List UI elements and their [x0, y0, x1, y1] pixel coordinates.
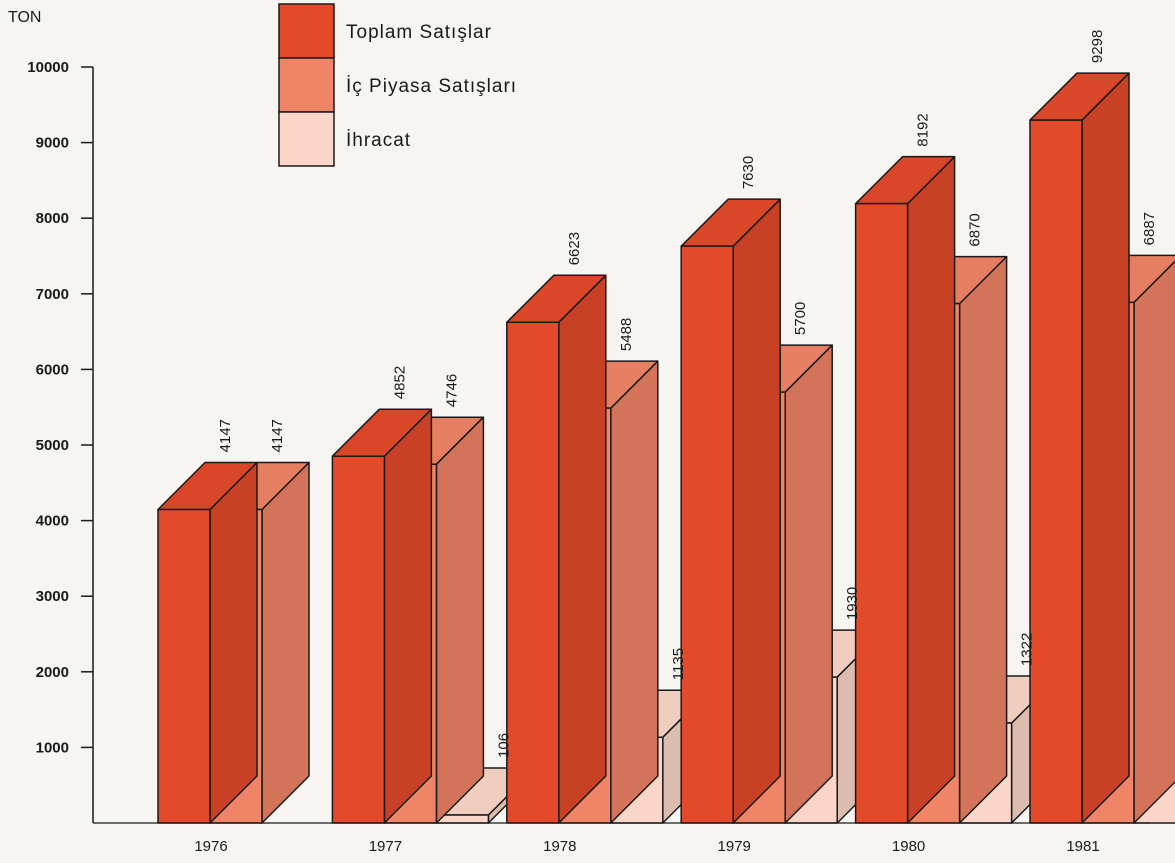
data-label: 106 — [495, 733, 512, 758]
x-tick-label: 1976 — [194, 838, 227, 855]
y-tick-label: 7000 — [36, 286, 69, 303]
data-label: 1135 — [670, 648, 687, 680]
data-label: 1930 — [844, 587, 861, 620]
data-label: 7630 — [740, 156, 757, 189]
bar-side-face — [383, 408, 433, 824]
data-label: 9298 — [1089, 30, 1106, 63]
data-label: 6623 — [566, 232, 583, 265]
legend-swatch — [278, 3, 335, 59]
y-tick-label: 2000 — [36, 664, 69, 681]
bar-side-face — [784, 344, 833, 824]
bar-front-face — [157, 508, 211, 824]
bar-1981-series-1 — [1029, 72, 1130, 824]
y-tick-label: 5000 — [36, 437, 69, 454]
y-tick-label: 8000 — [36, 210, 69, 227]
legend-item: İhracat — [278, 111, 411, 167]
data-label: 6887 — [1141, 212, 1158, 245]
bar-side-face — [435, 416, 485, 824]
bar-side-face — [958, 255, 1008, 824]
bar-side-face — [558, 274, 607, 824]
bar-side-face — [610, 360, 659, 824]
legend-label: İç Piyasa Satışları — [346, 76, 517, 97]
bar-1979-series-1 — [680, 198, 781, 824]
data-label: 4147 — [217, 419, 234, 452]
x-tick-label: 1981 — [1066, 838, 1099, 855]
y-tick-label: 9000 — [36, 135, 69, 152]
data-label: 4147 — [269, 419, 286, 452]
y-axis-unit-label: TON — [8, 9, 41, 26]
y-tick-label: 6000 — [36, 361, 69, 378]
y-tick-label: 1000 — [36, 739, 69, 756]
y-tick-label: 3000 — [36, 588, 69, 605]
bar-side-face — [261, 461, 310, 824]
legend-item: İç Piyasa Satışları — [278, 57, 517, 113]
x-tick-label: 1978 — [543, 838, 576, 855]
data-label: 4852 — [391, 366, 408, 399]
value-labels-layer: 4147 4147 106 4746 4852 1135 5488 6623 1930 5700 7… — [217, 30, 1158, 758]
bar-1976-series-1 — [157, 461, 258, 824]
legend-label: İhracat — [346, 130, 411, 151]
bar-1978-series-1 — [506, 274, 607, 824]
bar-side-face — [906, 155, 956, 824]
bar-1977-series-1 — [331, 408, 433, 824]
bars-layer — [157, 72, 1175, 824]
legend-label: Toplam Satışlar — [346, 22, 492, 43]
legend-item: Toplam Satışlar — [278, 3, 492, 59]
bar-side-face — [732, 198, 781, 824]
bar-side-face — [209, 461, 258, 824]
y-tick-label: 10000 — [27, 59, 69, 76]
legend: Toplam Satışlar İç Piyasa Satışları İhraca… — [278, 3, 517, 167]
x-tick-label: 1980 — [892, 838, 925, 855]
bar-1980-series-1 — [854, 155, 956, 824]
x-tick-label: 1977 — [369, 838, 402, 855]
bar-front-face — [1029, 119, 1083, 824]
bar-side-face — [1133, 260, 1175, 824]
legend-swatch — [278, 57, 335, 113]
bar-side-face — [1081, 72, 1130, 824]
x-axis: 1976 1977 1978 1979 1980 1981 — [194, 838, 1099, 855]
data-label: 1322 — [1019, 633, 1036, 666]
x-tick-label: 1979 — [718, 838, 751, 855]
bar-front-face — [506, 321, 560, 824]
y-tick-label: 4000 — [36, 513, 69, 530]
bar-front-face — [331, 455, 386, 824]
data-label: 5488 — [618, 318, 635, 351]
data-label: 6870 — [967, 213, 984, 246]
data-label: 4746 — [443, 374, 460, 407]
bar-front-face — [854, 202, 909, 824]
data-label: 5700 — [792, 302, 809, 335]
legend-swatch — [278, 111, 335, 167]
data-label: 8192 — [915, 113, 932, 146]
bar-front-face — [680, 245, 734, 824]
y-axis: TON 1000 2000 3000 4000 5000 6000 7000 8000 9000… — [8, 9, 1150, 824]
